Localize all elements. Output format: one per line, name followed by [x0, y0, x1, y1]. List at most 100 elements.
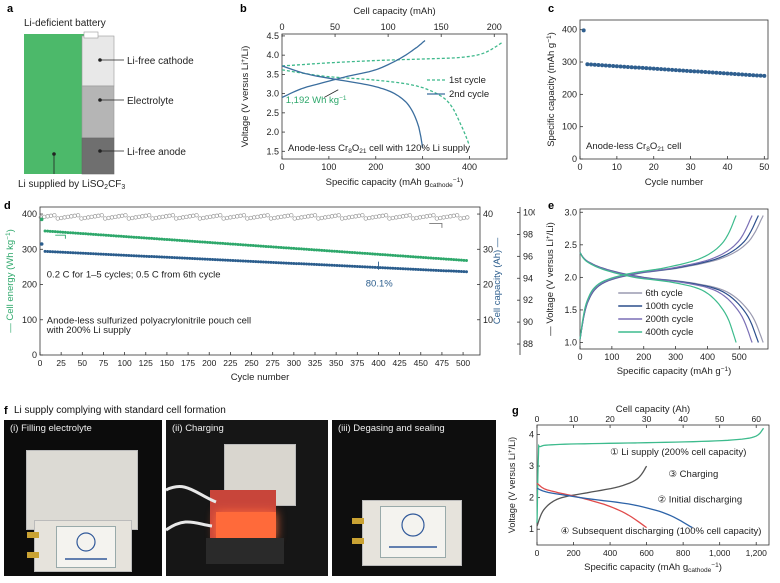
capacity-point	[434, 268, 438, 272]
capacity-point	[124, 253, 128, 257]
energy-point	[350, 250, 354, 254]
capacity-point	[391, 266, 395, 270]
energy-point	[173, 238, 177, 242]
ce-point	[126, 216, 131, 221]
capacity-point	[404, 267, 408, 271]
energy-point	[416, 255, 420, 259]
capacity-point	[401, 267, 405, 271]
ce-point	[167, 213, 172, 218]
energy-point	[355, 251, 359, 255]
ce-point	[163, 214, 169, 219]
ce-point	[130, 215, 135, 221]
energy-point	[454, 258, 458, 262]
x-tick-label: 200	[202, 358, 216, 368]
charger-cables	[166, 485, 217, 532]
top-tick-label: 30	[642, 414, 652, 424]
energy-point	[244, 243, 248, 247]
data-point	[684, 68, 689, 73]
x-tick-label: 50	[78, 358, 88, 368]
x-tick-label: 400	[462, 162, 477, 172]
ce-point	[367, 215, 372, 221]
photo-filling: (i) Filling electrolyte	[4, 420, 162, 576]
data-point	[707, 70, 712, 75]
ce-point	[221, 216, 226, 221]
ce-point	[65, 214, 71, 220]
energy-point	[277, 245, 281, 249]
capacity-point	[53, 250, 57, 254]
capacity-point	[178, 256, 182, 260]
capacity-point	[348, 264, 352, 268]
energy-point	[81, 232, 85, 236]
y-tick-label: 2.5	[266, 108, 279, 118]
data-point	[655, 66, 660, 71]
x-tick-label: 20	[649, 162, 659, 172]
energy-point	[117, 234, 121, 238]
x-tick-label: 1,000	[709, 548, 731, 558]
energy-point	[89, 232, 93, 236]
capacity-point	[89, 252, 93, 256]
plot-frame	[281, 33, 508, 160]
rate-note: 0.2 C for 1–5 cycles; 0.5 C from 6th cyc…	[47, 269, 221, 280]
capacity-point	[294, 262, 298, 266]
panel-f-title: Li supply complying with standard cell f…	[14, 405, 226, 416]
ce-point	[302, 214, 307, 220]
ce-point	[458, 216, 463, 221]
ce-point	[231, 214, 236, 220]
ce-point	[323, 215, 328, 220]
plot-frame	[579, 208, 769, 350]
plot-frame	[39, 206, 481, 356]
ce-point	[424, 214, 429, 219]
ce-point	[417, 215, 423, 220]
ce-point	[248, 215, 253, 221]
energy-point	[84, 232, 88, 236]
ce-point	[147, 213, 152, 218]
y3-tick-label: 100	[523, 207, 535, 217]
energy-point	[91, 232, 95, 236]
energy-point	[317, 248, 321, 252]
energy-point	[261, 244, 265, 248]
capacity-point	[203, 257, 207, 261]
energy-point	[335, 249, 339, 253]
ce-point	[204, 215, 209, 220]
energy-point	[43, 229, 47, 233]
panel-f-label: f	[4, 405, 8, 417]
ce-point	[79, 216, 84, 221]
capacity-point	[244, 259, 248, 263]
top-tick-label: 50	[330, 22, 340, 32]
ce-point	[262, 213, 267, 218]
capacity-point	[421, 268, 425, 272]
capacity-point	[58, 250, 62, 254]
capacity-point	[419, 268, 423, 272]
y-tick-label: 1	[529, 524, 534, 534]
ce-point	[279, 214, 284, 220]
chart-c: 0 10 20 30 40 50 0 100 200 300 400 Cycle number Spec…	[546, 19, 769, 188]
energy-point	[124, 235, 128, 239]
energy-point	[206, 240, 210, 244]
energy-point	[421, 255, 425, 259]
capacity-point	[274, 261, 278, 265]
ce-point	[350, 214, 355, 220]
capacity-point	[261, 260, 265, 264]
ce-point	[191, 213, 196, 218]
ce-point	[116, 214, 121, 219]
ce-point	[289, 213, 294, 218]
x-tick-label: 0	[279, 162, 284, 172]
x-tick-label: 200	[368, 162, 383, 172]
ce-point	[174, 216, 179, 221]
energy-point	[114, 234, 118, 238]
energy-point	[96, 233, 100, 237]
energy-point	[203, 240, 207, 244]
ce-point	[224, 215, 230, 221]
energy-point	[66, 231, 70, 235]
data-point	[633, 65, 638, 70]
energy-point	[338, 250, 342, 254]
x-tick-label: 0	[577, 162, 582, 172]
energy-point	[193, 239, 197, 243]
capacity-point	[223, 258, 227, 262]
capacity-point	[358, 265, 362, 269]
capacity-point	[266, 260, 270, 264]
energy-point	[312, 248, 316, 252]
ce-point	[444, 214, 450, 220]
capacity-point	[452, 269, 456, 273]
energy-point	[99, 233, 103, 237]
